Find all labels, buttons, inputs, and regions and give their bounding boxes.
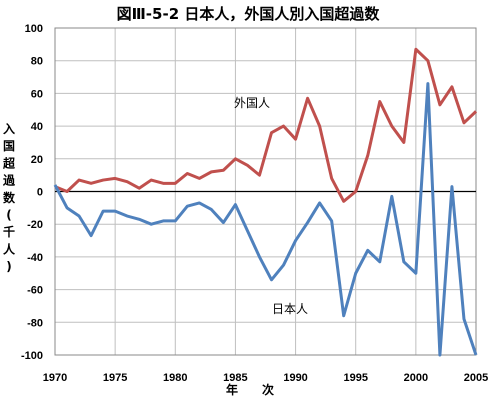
x-tick-label: 1990 <box>283 372 307 384</box>
x-tick-label: 1980 <box>163 372 187 384</box>
series-line-0 <box>54 47 478 203</box>
x-axis-label: 年 次 <box>226 382 274 397</box>
x-tick-label: 1985 <box>223 372 247 384</box>
x-tick-label: 2005 <box>464 372 488 384</box>
y-tick-label: 100 <box>25 23 43 35</box>
y-tick-label: -60 <box>27 285 43 297</box>
y-axis-tick-labels: 100 80 60 40 20 0 -20 -40 -60 -80 -100 <box>21 23 43 362</box>
x-tick-label: 2000 <box>404 372 428 384</box>
y-tick-label: -100 <box>21 350 43 362</box>
y-tick-label: 80 <box>31 56 43 68</box>
x-axis-tick-labels: 1970 1975 1980 1985 1990 1995 2000 2005 <box>43 372 488 384</box>
y-tick-label: -20 <box>27 219 43 231</box>
y-tick-label: 60 <box>31 88 43 100</box>
series-line-1 <box>53 82 478 357</box>
x-tick-label: 1975 <box>103 372 127 384</box>
y-tick-label: 20 <box>31 154 43 166</box>
series-layer <box>53 47 478 357</box>
y-tick-label: -80 <box>27 317 43 329</box>
y-tick-label: -40 <box>27 252 43 264</box>
y-axis-label: 入国超過数(千人) <box>2 122 16 274</box>
x-tick-label: 1995 <box>343 372 367 384</box>
chart-title: 図Ⅲ-5-2 日本人，外国人別入国超過数 <box>117 5 381 23</box>
series-label-japanese: 日本人 <box>272 302 308 316</box>
x-tick-label: 1970 <box>43 372 67 384</box>
series-label-foreign: 外国人 <box>234 96 270 110</box>
y-tick-label: 40 <box>31 121 43 133</box>
y-tick-label: 0 <box>37 187 43 199</box>
